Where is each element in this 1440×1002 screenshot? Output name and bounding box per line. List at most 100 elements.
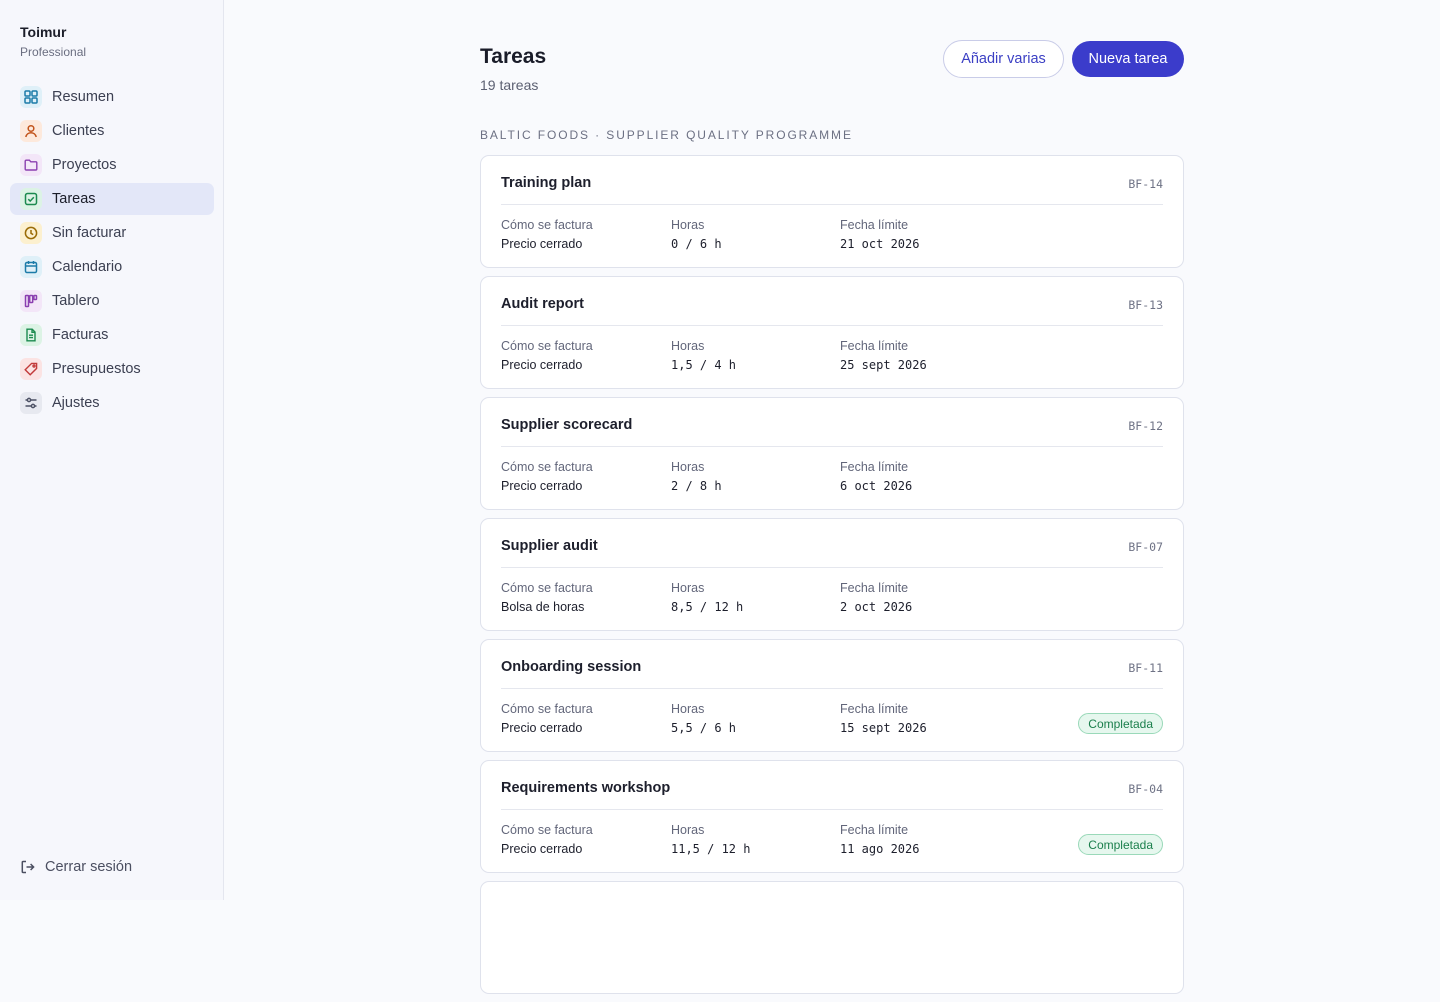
task-id: BF-11 [1128,661,1163,675]
task-title[interactable]: Supplier audit [501,538,598,554]
sidebar-item-label: Clientes [52,123,105,139]
due-field: Fecha límite 2 oct 2026 [840,581,912,614]
task-card[interactable]: Onboarding session BF-11 Cómo se factura… [480,639,1184,752]
task-count: 19 tareas [480,77,539,93]
billing-label: Cómo se factura [501,218,593,232]
kanban-icon [20,290,42,312]
billing-field: Cómo se factura Precio cerrado [501,460,593,493]
logout-button[interactable]: Cerrar sesión [20,859,132,875]
add-multiple-button[interactable]: Añadir varias [943,40,1064,78]
billing-label: Cómo se factura [501,460,593,474]
sliders-icon [20,392,42,414]
due-value: 15 sept 2026 [840,721,927,735]
task-id: BF-13 [1128,298,1163,312]
card-divider [501,204,1163,205]
due-label: Fecha límite [840,460,909,474]
sidebar-item-proyectos[interactable]: Proyectos [10,149,214,181]
sidebar-item-label: Tareas [52,191,96,207]
sidebar-item-label: Resumen [52,89,115,105]
sidebar: Toimur Professional Resumen Clientes Pro… [0,0,224,900]
sidebar-item-tareas[interactable]: Tareas [10,183,214,215]
task-title[interactable]: Audit report [501,296,584,312]
logout-icon [20,859,36,875]
due-field: Fecha límite 25 sept 2026 [840,339,927,372]
hours-field: Horas 2 / 8 h [671,460,722,493]
billing-label: Cómo se factura [501,339,593,353]
task-card[interactable] [480,881,1184,994]
task-title[interactable]: Onboarding session [501,659,642,675]
calendar-icon [20,256,42,278]
task-card[interactable]: Supplier scorecard BF-12 Cómo se factura… [480,397,1184,510]
task-id: BF-07 [1128,540,1163,554]
sidebar-item-label: Presupuestos [52,361,141,377]
logout-label: Cerrar sesión [45,859,133,875]
sidebar-item-label: Calendario [52,259,123,275]
billing-field: Cómo se factura Precio cerrado [501,218,593,251]
sidebar-item-label: Tablero [52,293,100,309]
billing-label: Cómo se factura [501,823,593,837]
task-title[interactable]: Supplier scorecard [501,417,633,433]
sidebar-item-calendario[interactable]: Calendario [10,251,214,283]
hours-value: 2 / 8 h [671,479,722,493]
client-project-label: BALTIC FOODS · SUPPLIER QUALITY PROGRAMM… [480,128,853,142]
sidebar-item-presupuestos[interactable]: Presupuestos [10,353,214,385]
due-field: Fecha límite 11 ago 2026 [840,823,919,856]
billing-field: Cómo se factura Bolsa de horas [501,581,593,614]
user-icon [20,120,42,142]
hours-label: Horas [671,581,705,595]
due-value: 11 ago 2026 [840,842,920,856]
brand: Toimur Professional [20,24,86,59]
sidebar-item-ajustes[interactable]: Ajustes [10,387,214,419]
billing-label: Cómo se factura [501,702,593,716]
hours-field: Horas 0 / 6 h [671,218,722,251]
sidebar-item-sin-facturar[interactable]: Sin facturar [10,217,214,249]
task-card[interactable]: Supplier audit BF-07 Cómo se factura Bol… [480,518,1184,631]
status-badge: Completada [1078,713,1163,734]
billing-value: Precio cerrado [501,479,583,493]
hours-field: Horas 1,5 / 4 h [671,339,736,372]
card-divider [501,446,1163,447]
hours-value: 11,5 / 12 h [671,842,751,856]
sidebar-item-label: Ajustes [52,395,100,411]
status-badge: Completada [1078,834,1163,855]
task-id: BF-12 [1128,419,1163,433]
due-value: 2 oct 2026 [840,600,913,614]
due-label: Fecha límite [840,339,909,353]
task-id: BF-04 [1128,782,1163,796]
task-card[interactable]: Audit report BF-13 Cómo se factura Preci… [480,276,1184,389]
due-label: Fecha límite [840,581,909,595]
hours-field: Horas 8,5 / 12 h [671,581,743,614]
hours-label: Horas [671,823,705,837]
due-label: Fecha límite [840,823,909,837]
hours-label: Horas [671,339,705,353]
hours-label: Horas [671,460,705,474]
task-title[interactable]: Requirements workshop [501,780,671,796]
task-card[interactable]: Requirements workshop BF-04 Cómo se fact… [480,760,1184,873]
due-value: 6 oct 2026 [840,479,913,493]
card-divider [501,688,1163,689]
hours-label: Horas [671,702,705,716]
hours-value: 5,5 / 6 h [671,721,737,735]
new-task-button[interactable]: Nueva tarea [1072,41,1184,77]
hours-value: 0 / 6 h [671,237,722,251]
task-card[interactable]: Training plan BF-14 Cómo se factura Prec… [480,155,1184,268]
sidebar-item-resumen[interactable]: Resumen [10,81,214,113]
checkbox-icon [20,188,42,210]
billing-field: Cómo se factura Precio cerrado [501,339,593,372]
grid-icon [20,86,42,108]
due-field: Fecha límite 21 oct 2026 [840,218,919,251]
tag-icon [20,358,42,380]
billing-label: Cómo se factura [501,581,593,595]
sidebar-item-clientes[interactable]: Clientes [10,115,214,147]
task-id: BF-14 [1128,177,1163,191]
due-value: 21 oct 2026 [840,237,920,251]
sidebar-item-label: Facturas [52,327,109,343]
sidebar-item-facturas[interactable]: Facturas [10,319,214,351]
sidebar-item-tablero[interactable]: Tablero [10,285,214,317]
due-field: Fecha límite 6 oct 2026 [840,460,912,493]
folder-icon [20,154,42,176]
brand-plan: Professional [20,45,87,59]
clock-icon [20,222,42,244]
task-title[interactable]: Training plan [501,175,592,191]
hours-value: 8,5 / 12 h [671,600,744,614]
